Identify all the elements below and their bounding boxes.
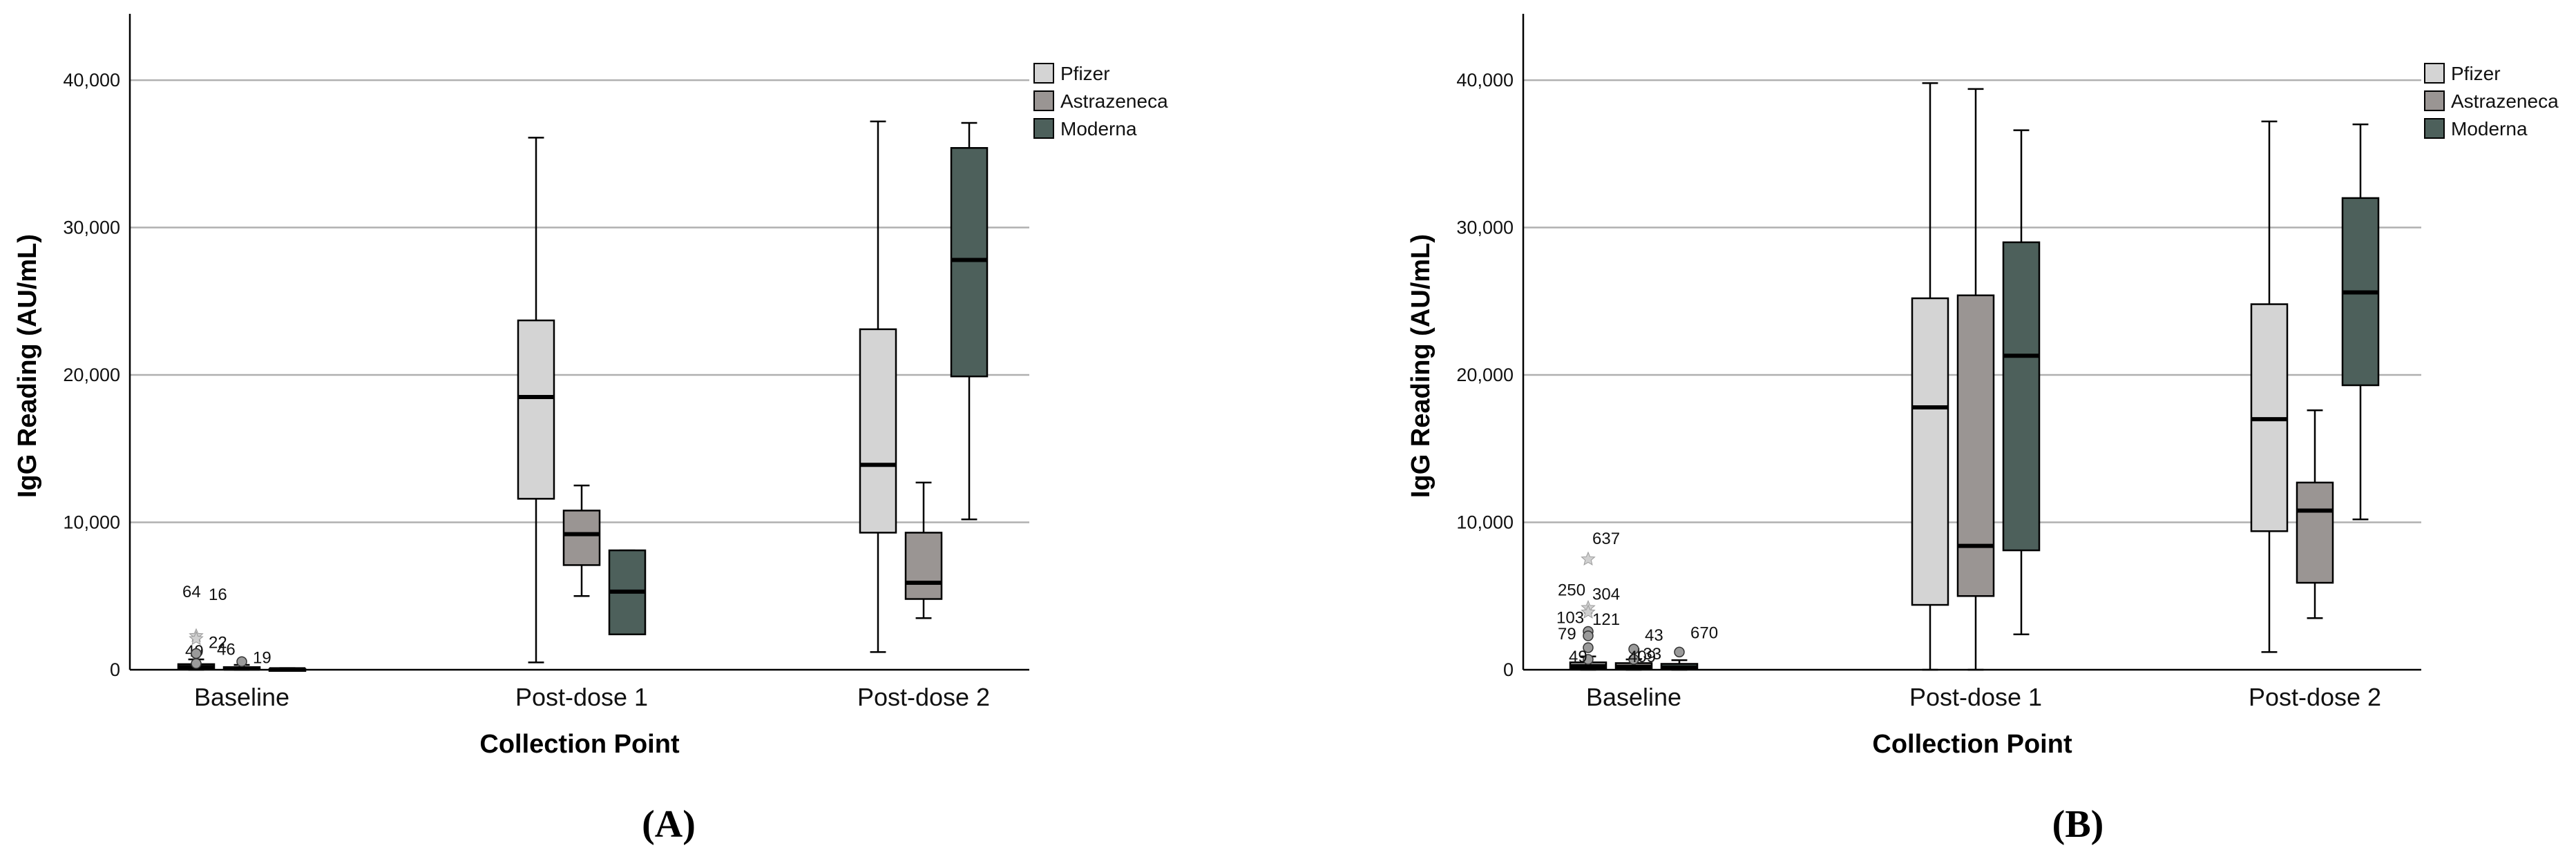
legend-item-astrazeneca: Astrazeneca bbox=[2424, 90, 2559, 112]
x-tick-label: Post-dose 2 bbox=[857, 683, 990, 711]
legend-label: Pfizer bbox=[2451, 63, 2501, 84]
x-tick-label: Post-dose 1 bbox=[1909, 683, 2042, 711]
outlier-label: 103 bbox=[1556, 608, 1584, 627]
outlier-circle-marker bbox=[1583, 654, 1594, 665]
outlier-label: 670 bbox=[1690, 623, 1718, 642]
outlier-circle-marker bbox=[1628, 654, 1639, 665]
box-body bbox=[517, 319, 555, 500]
y-tick-label: 40,000 bbox=[1456, 70, 1514, 90]
legend-item-astrazeneca: Astrazeneca bbox=[1033, 90, 1168, 112]
box-astrazeneca-1 bbox=[1956, 88, 1995, 671]
legend-swatch bbox=[2424, 118, 2445, 139]
legend-item-pfizer: Pfizer bbox=[1033, 63, 1110, 84]
legend-label: Moderna bbox=[1060, 118, 1137, 139]
panel-label: (B) bbox=[2052, 803, 2104, 846]
outlier-label: 637 bbox=[1592, 530, 1620, 548]
box-pfizer-1 bbox=[1911, 82, 1949, 671]
x-tick-label: Post-dose 2 bbox=[2249, 683, 2381, 711]
outlier-label: 16 bbox=[209, 586, 227, 604]
outlier-star-marker bbox=[189, 630, 204, 646]
legend-swatch bbox=[1033, 118, 1054, 139]
outlier-label: 43 bbox=[1645, 626, 1663, 645]
box-pfizer-2 bbox=[859, 120, 897, 653]
outlier-label: 49 bbox=[1569, 648, 1587, 666]
x-tick-label: Baseline bbox=[194, 683, 289, 711]
x-tick-label: Baseline bbox=[1586, 683, 1681, 711]
y-tick-label: 10,000 bbox=[1456, 512, 1514, 533]
outlier-label: 304 bbox=[1592, 586, 1620, 604]
outlier-circle-marker bbox=[1628, 644, 1639, 655]
legend-swatch bbox=[2424, 90, 2445, 111]
y-axis-title: IgG Reading (AU/mL) bbox=[13, 234, 42, 498]
box-pfizer-2 bbox=[2250, 120, 2289, 653]
panel-b: 0 10,000 20,000 30,000 40,000 Baseline Post-do… bbox=[1406, 14, 2559, 846]
outlier-label: 121 bbox=[1592, 610, 1620, 629]
legend-swatch bbox=[2424, 63, 2445, 84]
box-body bbox=[904, 532, 943, 600]
x-tick-label: Post-dose 1 bbox=[515, 683, 648, 711]
box-moderna-2 bbox=[2341, 123, 2380, 521]
y-tick-label: 40,000 bbox=[63, 70, 120, 90]
legend-swatch bbox=[1033, 63, 1054, 84]
y-tick-label: 30,000 bbox=[1456, 217, 1514, 238]
y-tick-label: 0 bbox=[110, 659, 120, 680]
legend-swatch bbox=[1033, 90, 1054, 111]
outlier-circle-marker bbox=[1674, 646, 1685, 658]
outlier-star-marker bbox=[1581, 551, 1596, 566]
outlier-label: 79 bbox=[1558, 625, 1576, 644]
box-moderna-1 bbox=[608, 549, 647, 636]
legend-label: Astrazeneca bbox=[2451, 90, 2559, 112]
outlier-star-marker bbox=[1581, 604, 1596, 619]
box-body bbox=[2296, 481, 2334, 584]
box-body bbox=[1956, 294, 1995, 597]
legend-label: Astrazeneca bbox=[1060, 90, 1168, 112]
y-tick-label: 0 bbox=[1503, 659, 1514, 680]
outlier-circle-marker bbox=[1583, 630, 1594, 641]
outlier-label: 250 bbox=[1558, 581, 1585, 599]
legend-item-pfizer: Pfizer bbox=[2424, 63, 2501, 84]
box-pfizer-1 bbox=[517, 137, 555, 664]
x-axis-title: Collection Point bbox=[479, 730, 680, 759]
box-moderna-0 bbox=[268, 667, 307, 672]
y-tick-label: 10,000 bbox=[63, 512, 120, 533]
box-astrazeneca-2 bbox=[2296, 409, 2334, 619]
box-moderna-2 bbox=[950, 122, 989, 521]
box-astrazeneca-1 bbox=[562, 484, 601, 597]
box-body bbox=[562, 510, 601, 566]
legend-label: Moderna bbox=[2451, 118, 2528, 139]
outlier-label: 64 bbox=[182, 583, 201, 601]
legend-label: Pfizer bbox=[1060, 63, 1110, 84]
box-body bbox=[859, 328, 897, 534]
legend-item-moderna: Moderna bbox=[2424, 118, 2528, 139]
outlier-circle-marker bbox=[236, 656, 247, 668]
box-moderna-0 bbox=[1660, 659, 1699, 671]
box-body bbox=[1911, 297, 1949, 606]
outlier-label: 46 bbox=[217, 641, 236, 659]
y-axis-title: IgG Reading (AU/mL) bbox=[1406, 234, 1435, 498]
y-tick-label: 20,000 bbox=[1456, 365, 1514, 385]
outlier-label: 22 bbox=[209, 634, 227, 652]
box-moderna-1 bbox=[2002, 129, 2041, 636]
box-astrazeneca-2 bbox=[904, 481, 943, 619]
outlier-circle-marker bbox=[1583, 642, 1594, 653]
outlier-circle-marker bbox=[191, 648, 202, 659]
y-tick-label: 20,000 bbox=[63, 365, 120, 385]
box-body bbox=[2002, 241, 2041, 552]
x-axis-title: Collection Point bbox=[1872, 730, 2072, 759]
box-body bbox=[950, 147, 989, 378]
panel-a: 0 10,000 20,000 30,000 40,000 Baseline Post-do… bbox=[13, 14, 1168, 846]
outlier-label: 19 bbox=[253, 648, 271, 667]
legend-item-moderna: Moderna bbox=[1033, 118, 1137, 139]
y-tick-label: 30,000 bbox=[63, 217, 120, 238]
panel-label: (A) bbox=[642, 803, 696, 846]
outlier-label: 409 bbox=[1628, 648, 1656, 666]
